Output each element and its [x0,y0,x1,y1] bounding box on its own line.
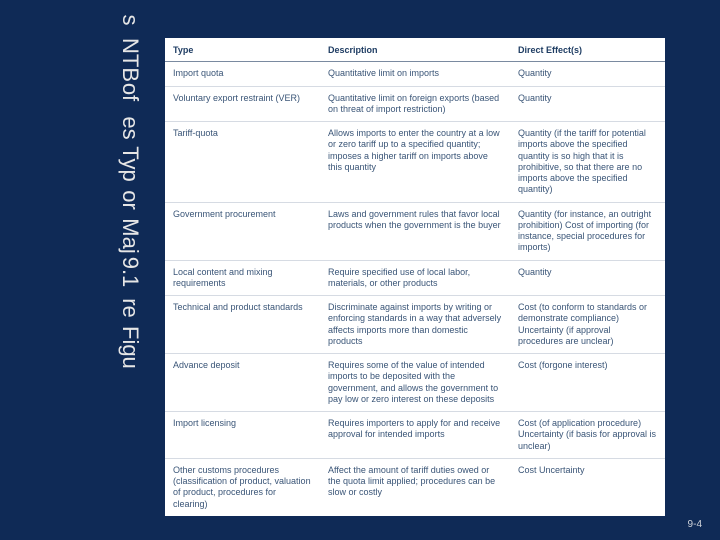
page-number: 9-4 [688,519,702,530]
ntb-table: Type Description Direct Effect(s) Import… [165,38,665,516]
table-header-row: Type Description Direct Effect(s) [165,38,665,62]
cell-type: Import licensing [165,412,320,459]
table-row: Tariff-quota Allows imports to enter the… [165,122,665,203]
title-word: re [112,290,148,326]
cell-effect: Cost (to conform to standards or demonst… [510,296,665,354]
table-row: Voluntary export restraint (VER) Quantit… [165,86,665,122]
cell-desc: Quantitative limit on imports [320,62,510,86]
title-word: NTB [112,38,148,74]
title-word: or [112,182,148,218]
table: Type Description Direct Effect(s) Import… [165,38,665,516]
title-word: s [112,2,148,38]
cell-desc: Discriminate against imports by writing … [320,296,510,354]
table-row: Government procurement Laws and governme… [165,202,665,260]
col-header-type: Type [165,38,320,62]
slide: Figu re 9.1 Maj or Typ es of NTB s Type … [0,0,720,540]
cell-desc: Requires importers to apply for and rece… [320,412,510,459]
table-row: Local content and mixing requirements Re… [165,260,665,296]
title-word: Figu [112,326,148,362]
col-header-description: Description [320,38,510,62]
cell-effect: Quantity [510,86,665,122]
cell-desc: Laws and government rules that favor loc… [320,202,510,260]
table-row: Other customs procedures (classification… [165,458,665,516]
cell-desc: Affect the amount of tariff duties owed … [320,458,510,516]
cell-desc: Require specified use of local labor, ma… [320,260,510,296]
cell-type: Other customs procedures (classification… [165,458,320,516]
cell-effect: Quantity [510,260,665,296]
table-body: Import quota Quantitative limit on impor… [165,62,665,516]
cell-desc: Quantitative limit on foreign exports (b… [320,86,510,122]
cell-type: Advance deposit [165,354,320,412]
title-word: 9.1 [112,254,148,290]
cell-desc: Allows imports to enter the country at a… [320,122,510,203]
slide-title: Figu re 9.1 Maj or Typ es of NTB s [105,2,155,362]
title-word: Maj [112,218,148,254]
cell-type: Import quota [165,62,320,86]
title-word: Typ [112,146,148,182]
cell-type: Local content and mixing requirements [165,260,320,296]
cell-effect: Quantity (for instance, an outright proh… [510,202,665,260]
cell-type: Tariff-quota [165,122,320,203]
title-word: es [112,110,148,146]
cell-effect: Cost (forgone interest) [510,354,665,412]
table-row: Advance deposit Requires some of the val… [165,354,665,412]
table-row: Import quota Quantitative limit on impor… [165,62,665,86]
cell-type: Technical and product standards [165,296,320,354]
cell-type: Voluntary export restraint (VER) [165,86,320,122]
table-row: Import licensing Requires importers to a… [165,412,665,459]
col-header-effects: Direct Effect(s) [510,38,665,62]
cell-effect: Cost (of application procedure) Uncertai… [510,412,665,459]
cell-desc: Requires some of the value of intended i… [320,354,510,412]
cell-type: Government procurement [165,202,320,260]
cell-effect: Quantity (if the tariff for potential im… [510,122,665,203]
table-row: Technical and product standards Discrimi… [165,296,665,354]
cell-effect: Cost Uncertainty [510,458,665,516]
cell-effect: Quantity [510,62,665,86]
